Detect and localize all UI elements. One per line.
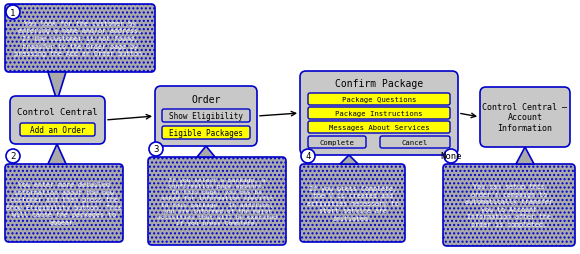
Text: None: None <box>440 152 462 161</box>
Text: Package Questions: Package Questions <box>342 97 416 103</box>
Polygon shape <box>48 145 66 164</box>
Text: 4: 4 <box>305 152 311 161</box>
Text: Add an Order: Add an Order <box>30 125 85 134</box>
FancyBboxPatch shape <box>308 136 366 148</box>
FancyBboxPatch shape <box>20 123 95 136</box>
Circle shape <box>301 149 315 163</box>
Text: Cancel: Cancel <box>402 139 428 146</box>
Text: Order: Order <box>191 95 220 105</box>
Circle shape <box>149 142 163 156</box>
Text: Messages About Services: Messages About Services <box>329 124 429 131</box>
Polygon shape <box>48 73 66 102</box>
FancyBboxPatch shape <box>443 164 575 246</box>
Polygon shape <box>340 155 358 164</box>
Circle shape <box>444 149 458 163</box>
FancyBboxPatch shape <box>162 126 250 139</box>
Text: Complete: Complete <box>320 139 354 146</box>
Circle shape <box>6 149 20 163</box>
FancyBboxPatch shape <box>308 94 450 106</box>
Text: 3: 3 <box>153 145 159 154</box>
FancyBboxPatch shape <box>300 72 458 155</box>
Text: 1: 1 <box>10 8 16 18</box>
Text: You can setup this
order's campaign to
automatically transfer
you to Account
Inf: You can setup this order's campaign to a… <box>465 184 553 227</box>
Text: Show Eligibility: Show Eligibility <box>169 112 243 121</box>
Text: Confirm Package: Confirm Package <box>335 79 423 89</box>
Text: Eigible Packages: Eigible Packages <box>169 129 243 137</box>
Text: If you press Complete,
the V is created and
activities necessary to
start servic: If you press Complete, the V is created … <box>306 185 398 221</box>
FancyBboxPatch shape <box>148 157 286 245</box>
Text: Control Central: Control Central <box>17 108 98 117</box>
FancyBboxPatch shape <box>308 121 450 133</box>
FancyBboxPatch shape <box>308 108 450 120</box>
FancyBboxPatch shape <box>155 87 257 146</box>
Circle shape <box>6 6 20 20</box>
FancyBboxPatch shape <box>5 5 155 73</box>
Text: If you select a package, a
confirmation page appears.
On this page, you may be
a: If you select a package, a confirmation … <box>157 177 277 225</box>
FancyBboxPatch shape <box>10 97 105 145</box>
Polygon shape <box>197 146 215 157</box>
Text: Package Instructions: Package Instructions <box>335 110 423 117</box>
Text: Control Central –
Account
Information: Control Central – Account Information <box>483 103 567 132</box>
FancyBboxPatch shape <box>162 109 250 122</box>
FancyBboxPatch shape <box>300 164 405 242</box>
Text: You enter more detailed
information about the new
customer and then press the
Sh: You enter more detailed information abou… <box>6 182 122 225</box>
Polygon shape <box>516 147 534 164</box>
Text: 2: 2 <box>10 152 16 161</box>
FancyBboxPatch shape <box>5 164 123 242</box>
FancyBboxPatch shape <box>380 136 450 148</box>
FancyBboxPatch shape <box>480 88 570 147</box>
Text: You look for the customer by
entering a name and/or address.
If the customer is : You look for the customer by entering a … <box>14 21 146 57</box>
